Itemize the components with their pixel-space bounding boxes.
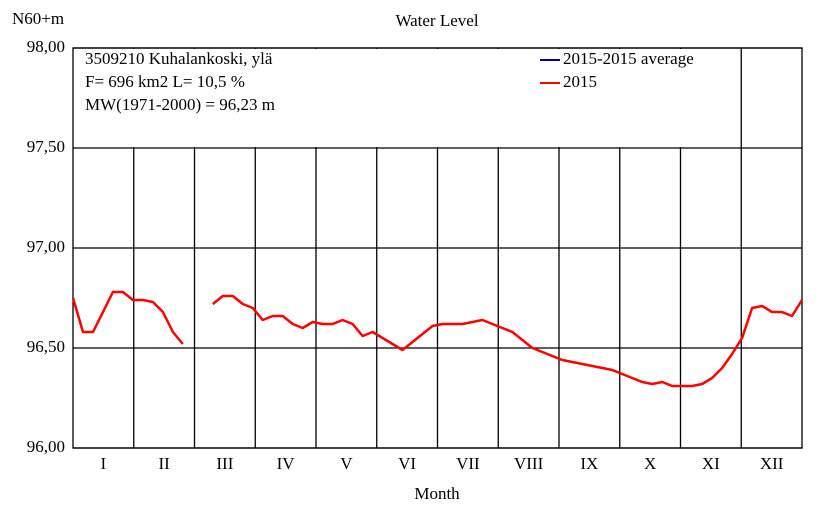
x-tick-label: II [158,454,170,473]
legend-label: 2015 [563,72,597,91]
y-axis-label: N60+m [12,9,64,28]
plot-frame [72,47,803,449]
x-tick-label: III [216,454,233,473]
x-tick-label: V [340,454,353,473]
x-tick-label: I [101,454,107,473]
x-tick-label: VI [398,454,416,473]
y-tick-label: 97,50 [27,137,65,156]
y-tick-label: 97,00 [27,237,65,256]
x-tick-label: X [644,454,656,473]
info-box [74,49,741,147]
annotation: MW(1971-2000) = 96,23 m [85,95,275,114]
x-tick-label: IX [580,454,598,473]
data-line [71,290,804,388]
y-tick-label: 98,00 [27,37,65,56]
x-axis-label: Month [414,484,460,503]
annotation: F= 696 km2 L= 10,5 % [85,72,245,91]
y-tick-label: 96,00 [27,437,65,456]
x-tick-label: XI [702,454,720,473]
x-tick-label: IV [277,454,296,473]
x-tick-label: XII [760,454,784,473]
x-tick-label: VII [456,454,480,473]
legend-label: 2015-2015 average [563,49,694,68]
chart-title: Water Level [395,11,478,30]
annotation: 3509210 Kuhalankoski, ylä [85,49,273,68]
x-tick-label: VIII [514,454,544,473]
y-tick-label: 96,50 [27,337,65,356]
